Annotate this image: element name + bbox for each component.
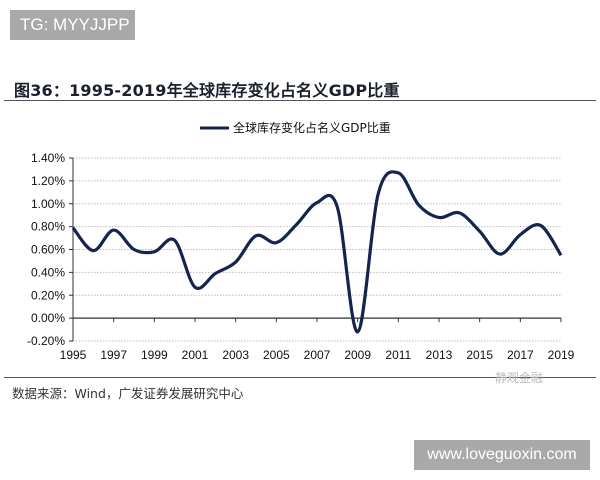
figure-title: 图36：1995-2019年全球库存变化占名义GDP比重: [14, 81, 400, 100]
watermark-channel: 静观金融: [495, 371, 544, 385]
grid: [73, 157, 561, 342]
x-tick-label: 2009: [344, 348, 371, 362]
x-tick-label: 2011: [385, 348, 411, 362]
line-chart: -0.20% 0.00% 0.20% 0.40% 0.60% 0.80% 1.00% 1.20…: [27, 120, 575, 362]
y-tick-label: 0.40%: [31, 265, 65, 279]
legend-label: 全球库存变化占名义GDP比重: [233, 120, 391, 135]
y-tick-label: 0.80%: [31, 220, 65, 234]
y-tick-label: 0.00%: [31, 311, 65, 325]
x-tick-label: 2013: [426, 348, 453, 362]
source-divider: [4, 377, 596, 378]
x-tick-label: 2017: [507, 348, 534, 362]
source-note: 数据来源：Wind，广发证券发展研究中心: [12, 386, 244, 401]
x-tick-label: 1997: [100, 348, 127, 362]
x-tick-label: 2015: [466, 348, 493, 362]
y-tick-label: 1.00%: [31, 197, 65, 211]
y-tick-label: 1.20%: [31, 174, 65, 188]
series-line: [71, 170, 563, 334]
data-points: [72, 172, 562, 332]
watermark-site: www.loveguoxin.com: [414, 440, 590, 470]
y-tick-label: 0.60%: [31, 243, 65, 257]
watermark-top: TG: MYYJJPP: [10, 10, 135, 40]
x-tick-label: 1995: [60, 348, 87, 362]
x-tick-label: 2007: [304, 348, 331, 362]
x-tick-label: 2005: [263, 348, 290, 362]
x-tick-label: 2003: [222, 348, 249, 362]
y-tick-label: 0.20%: [31, 288, 65, 302]
y-tick-label: -0.20%: [27, 334, 65, 348]
x-tick-label: 2019: [548, 348, 575, 362]
x-tick-label: 1999: [141, 348, 168, 362]
x-tick-label: 2001: [182, 348, 209, 362]
y-tick-label: 1.40%: [31, 151, 65, 165]
y-axis: -0.20% 0.00% 0.20% 0.40% 0.60% 0.80% 1.00% 1.20…: [27, 151, 74, 348]
title-divider: [4, 100, 596, 101]
x-axis: 1995 1997 1999 2001 2003 2005 2007 2009 2011 2013…: [60, 317, 575, 362]
